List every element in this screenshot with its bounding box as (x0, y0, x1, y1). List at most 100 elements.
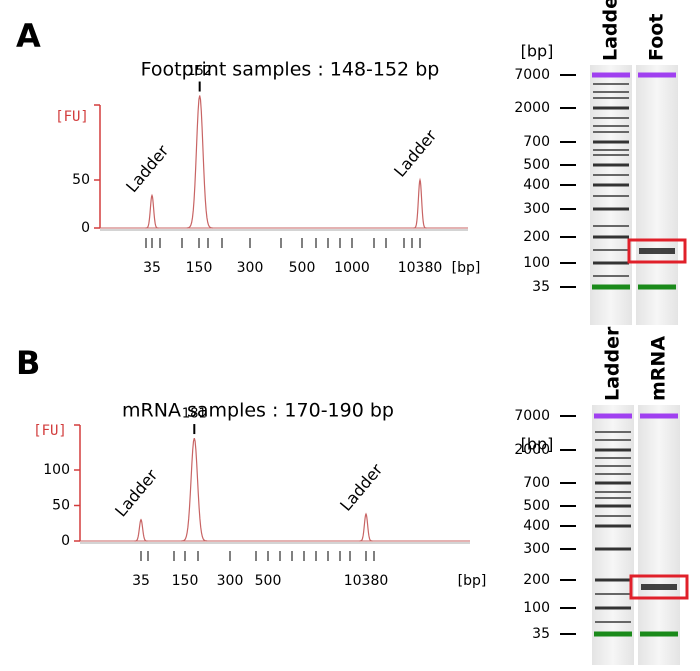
x-tick-label: 150 (186, 260, 213, 276)
marker-band (640, 631, 678, 637)
ladder-band (593, 125, 629, 127)
sample-band (641, 584, 677, 590)
y-tick-label: 100 (43, 462, 70, 478)
ladder-band (593, 154, 629, 156)
sample-band (639, 248, 675, 254)
ladder-band (595, 515, 631, 517)
size-label: 2000 (514, 442, 550, 458)
ladder-band (595, 431, 631, 433)
ladder-band (593, 183, 629, 187)
x-axis-label: [bp] (458, 573, 487, 589)
highlight-box (629, 574, 689, 600)
gel-lane (592, 405, 634, 665)
panel-title: mRNA samples : 170-190 bp (122, 400, 394, 422)
ladder-band (593, 195, 629, 197)
peak-label: Ladder (336, 460, 386, 515)
ladder-band (595, 473, 631, 475)
highlight-box (627, 238, 687, 264)
ladder-band (595, 621, 631, 623)
gel-lane (636, 65, 678, 325)
ladder-band (593, 97, 629, 99)
ladder-band (593, 131, 629, 133)
x-tick-label: 150 (172, 573, 199, 589)
ladder-band (595, 547, 631, 551)
y-tick-label: 50 (72, 172, 90, 188)
panel-letter: A (16, 17, 41, 55)
x-tick-label: 10380 (398, 260, 443, 276)
y-tick-label: 0 (61, 533, 70, 549)
gel-lane (638, 405, 680, 665)
ladder-band (595, 439, 631, 441)
size-label: 700 (523, 475, 550, 491)
lane-label: Foot (646, 14, 668, 61)
y-axis-label: [FU] (55, 109, 89, 125)
ladder-band (595, 481, 631, 485)
ladder-band (593, 275, 629, 277)
ladder-band (595, 491, 631, 493)
gel-unit: [bp] (521, 435, 554, 454)
ladder-band (595, 524, 631, 528)
size-label: 200 (523, 229, 550, 245)
ladder-band (595, 593, 631, 595)
lane-label: mRNA (648, 336, 670, 401)
ladder-band (593, 174, 629, 176)
size-label: 35 (532, 626, 550, 642)
ladder-band (593, 91, 629, 93)
size-label: 300 (523, 201, 550, 217)
marker-band (640, 413, 678, 419)
ladder-band (593, 83, 629, 85)
marker-band (638, 284, 676, 290)
size-label: 35 (532, 279, 550, 295)
peak (186, 95, 213, 229)
size-label: 400 (523, 177, 550, 193)
ladder-band (593, 207, 629, 211)
peak (145, 193, 159, 229)
ladder-band (593, 225, 629, 227)
size-label: 2000 (514, 100, 550, 116)
peak-label: Ladder (111, 465, 161, 520)
ladder-band (593, 140, 629, 144)
ladder-band (595, 457, 631, 459)
marker-band (638, 72, 676, 78)
x-tick-label: 300 (237, 260, 264, 276)
size-label: 300 (523, 541, 550, 557)
marker-band (594, 631, 632, 637)
ladder-band (593, 117, 629, 119)
x-tick-label: 300 (217, 573, 244, 589)
x-tick-label: 35 (132, 573, 150, 589)
ladder-band (593, 235, 629, 239)
peak-label: Ladder (122, 141, 172, 196)
peak (359, 512, 373, 542)
x-tick-label: 35 (143, 260, 161, 276)
lane-label: Ladder (600, 0, 622, 61)
ladder-band (593, 149, 629, 151)
peak (134, 518, 148, 542)
x-tick-label: 1000 (334, 260, 370, 276)
peak-label: 181 (182, 407, 207, 422)
lane-label: Ladder (602, 326, 624, 401)
y-axis-label: [FU] (33, 423, 67, 439)
panel-letter: B (16, 344, 40, 382)
x-tick-label: 500 (289, 260, 316, 276)
gel-unit: [bp] (521, 42, 554, 61)
ladder-band (595, 606, 631, 610)
x-tick-label: 500 (255, 573, 282, 589)
marker-band (592, 284, 630, 290)
size-label: 7000 (514, 67, 550, 83)
ladder-band (593, 261, 629, 265)
panel-title: Footprint samples : 148-152 bp (141, 59, 440, 81)
ladder-band (595, 578, 631, 582)
peak (413, 177, 427, 229)
size-label: 700 (523, 134, 550, 150)
size-label: 100 (523, 255, 550, 271)
ladder-band (593, 249, 629, 251)
peak (181, 437, 208, 542)
peak-label: Ladder (390, 126, 440, 181)
peak-label: 152 (187, 64, 212, 79)
size-label: 500 (523, 498, 550, 514)
x-tick-label: 10380 (344, 573, 389, 589)
size-label: 400 (523, 518, 550, 534)
size-label: 7000 (514, 408, 550, 424)
size-label: 200 (523, 572, 550, 588)
